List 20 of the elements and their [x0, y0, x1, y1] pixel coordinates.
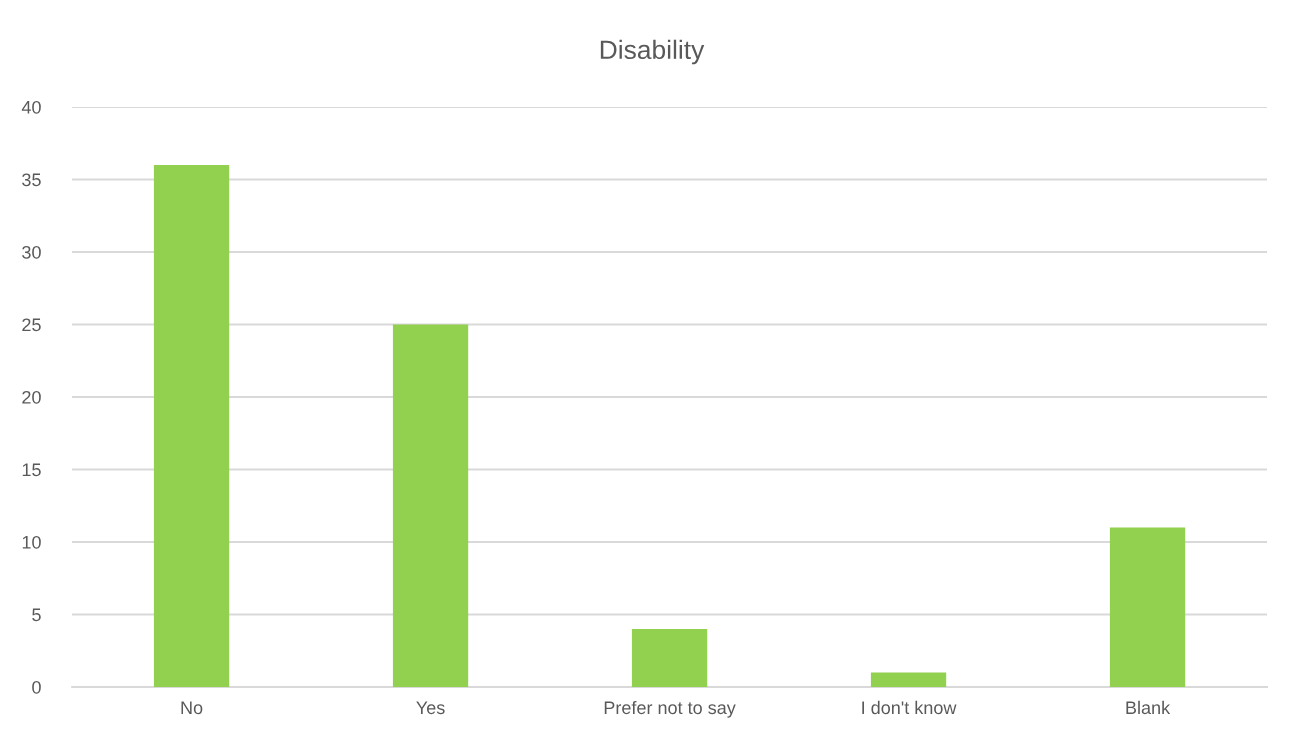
- y-tick-label: 20: [22, 390, 41, 404]
- bar: [392, 324, 469, 687]
- bar: [631, 628, 708, 687]
- x-tick-label: Prefer not to say: [604, 700, 736, 718]
- y-tick-label: 30: [22, 245, 41, 259]
- bar: [153, 164, 230, 687]
- y-tick-label: 15: [22, 463, 41, 477]
- x-tick-label: Blank: [1126, 700, 1171, 715]
- y-tick-label: 10: [22, 535, 41, 549]
- y-tick-label: 25: [22, 318, 41, 332]
- chart-title: Disability: [600, 39, 705, 65]
- y-tick-label: 0: [32, 680, 41, 694]
- y-tick-label: 5: [32, 608, 41, 622]
- x-tick-label: No: [181, 701, 203, 715]
- bar: [1109, 527, 1186, 687]
- y-tick-label: 35: [22, 173, 41, 187]
- y-tick-label: 40: [21, 100, 41, 114]
- bar: [870, 672, 947, 687]
- x-tick-label: I don't know: [862, 700, 957, 715]
- x-tick-label: Yes: [416, 701, 445, 715]
